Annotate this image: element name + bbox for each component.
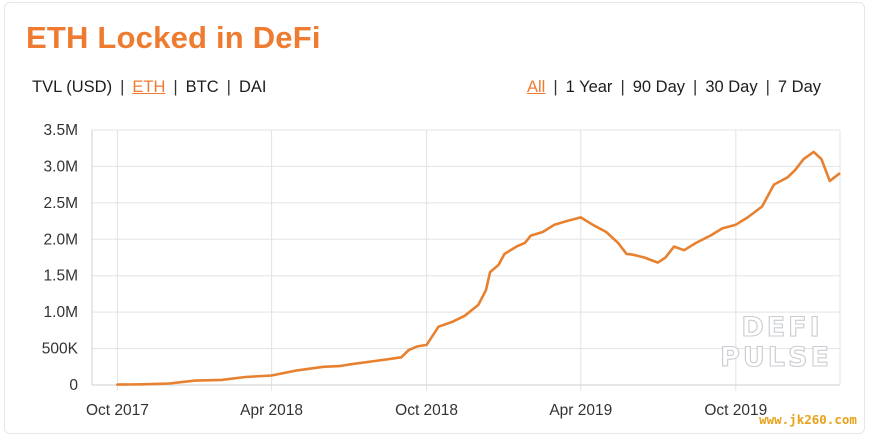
toggle-separator: | <box>226 78 231 96</box>
range-1-year[interactable]: 1 Year <box>565 78 613 96</box>
page-title: ETH Locked in DeFi <box>26 20 321 55</box>
chart-grid <box>91 129 841 391</box>
range-7-day[interactable]: 7 Day <box>777 78 821 96</box>
y-tick-label: 2.0M <box>44 231 78 248</box>
toggle-tvl-usd[interactable]: TVL (USD) <box>32 78 113 96</box>
range-separator: | <box>553 78 558 96</box>
y-tick-label: 1.5M <box>44 268 78 285</box>
x-tick-label: Apr 2019 <box>549 402 612 419</box>
site-url-watermark: www.jk260.com <box>759 412 857 427</box>
series-group <box>116 150 841 386</box>
series-line-0 <box>116 150 841 386</box>
x-tick-label: Oct 2017 <box>86 402 149 419</box>
y-tick-label: 0 <box>69 377 78 394</box>
toggle-dai[interactable]: DAI <box>238 78 267 96</box>
denomination-toggle-group: TVL (USD) | ETH | BTC | DAI <box>32 78 266 97</box>
toggle-separator: | <box>173 78 178 96</box>
range-toggle-group: All | 1 Year | 90 Day | 30 Day | 7 Day <box>527 78 821 97</box>
range-separator: | <box>693 78 698 96</box>
y-tick-label: 500K <box>42 341 79 358</box>
x-tick-label: Oct 2018 <box>395 402 458 419</box>
watermark-line-1: DEFI <box>741 312 822 343</box>
toggle-eth[interactable]: ETH <box>132 78 166 96</box>
y-tick-label: 1.0M <box>44 304 78 321</box>
chart-card <box>4 2 865 434</box>
range-all[interactable]: All <box>526 78 546 96</box>
y-tick-label: 3.0M <box>44 158 78 175</box>
watermark-line-2: PULSE <box>720 342 832 373</box>
range-separator: | <box>620 78 625 96</box>
y-tick-label: 2.5M <box>44 195 78 212</box>
x-tick-label: Oct 2019 <box>704 402 767 419</box>
range-separator: | <box>765 78 770 96</box>
x-tick-label: Apr 2018 <box>240 402 303 419</box>
range-30-day[interactable]: 30 Day <box>705 78 758 96</box>
range-90-day[interactable]: 90 Day <box>632 78 686 96</box>
toggle-separator: | <box>120 78 125 96</box>
x-axis: Oct 2017 Apr 2018 Oct 2018 Apr 2019 Oct 2019 <box>86 402 767 419</box>
y-tick-label: 3.5M <box>44 122 78 139</box>
toggle-btc[interactable]: BTC <box>185 78 219 96</box>
y-axis: 0 500K 1.0M 1.5M 2.0M 2.5M 3.0M 3.5M <box>42 122 79 394</box>
